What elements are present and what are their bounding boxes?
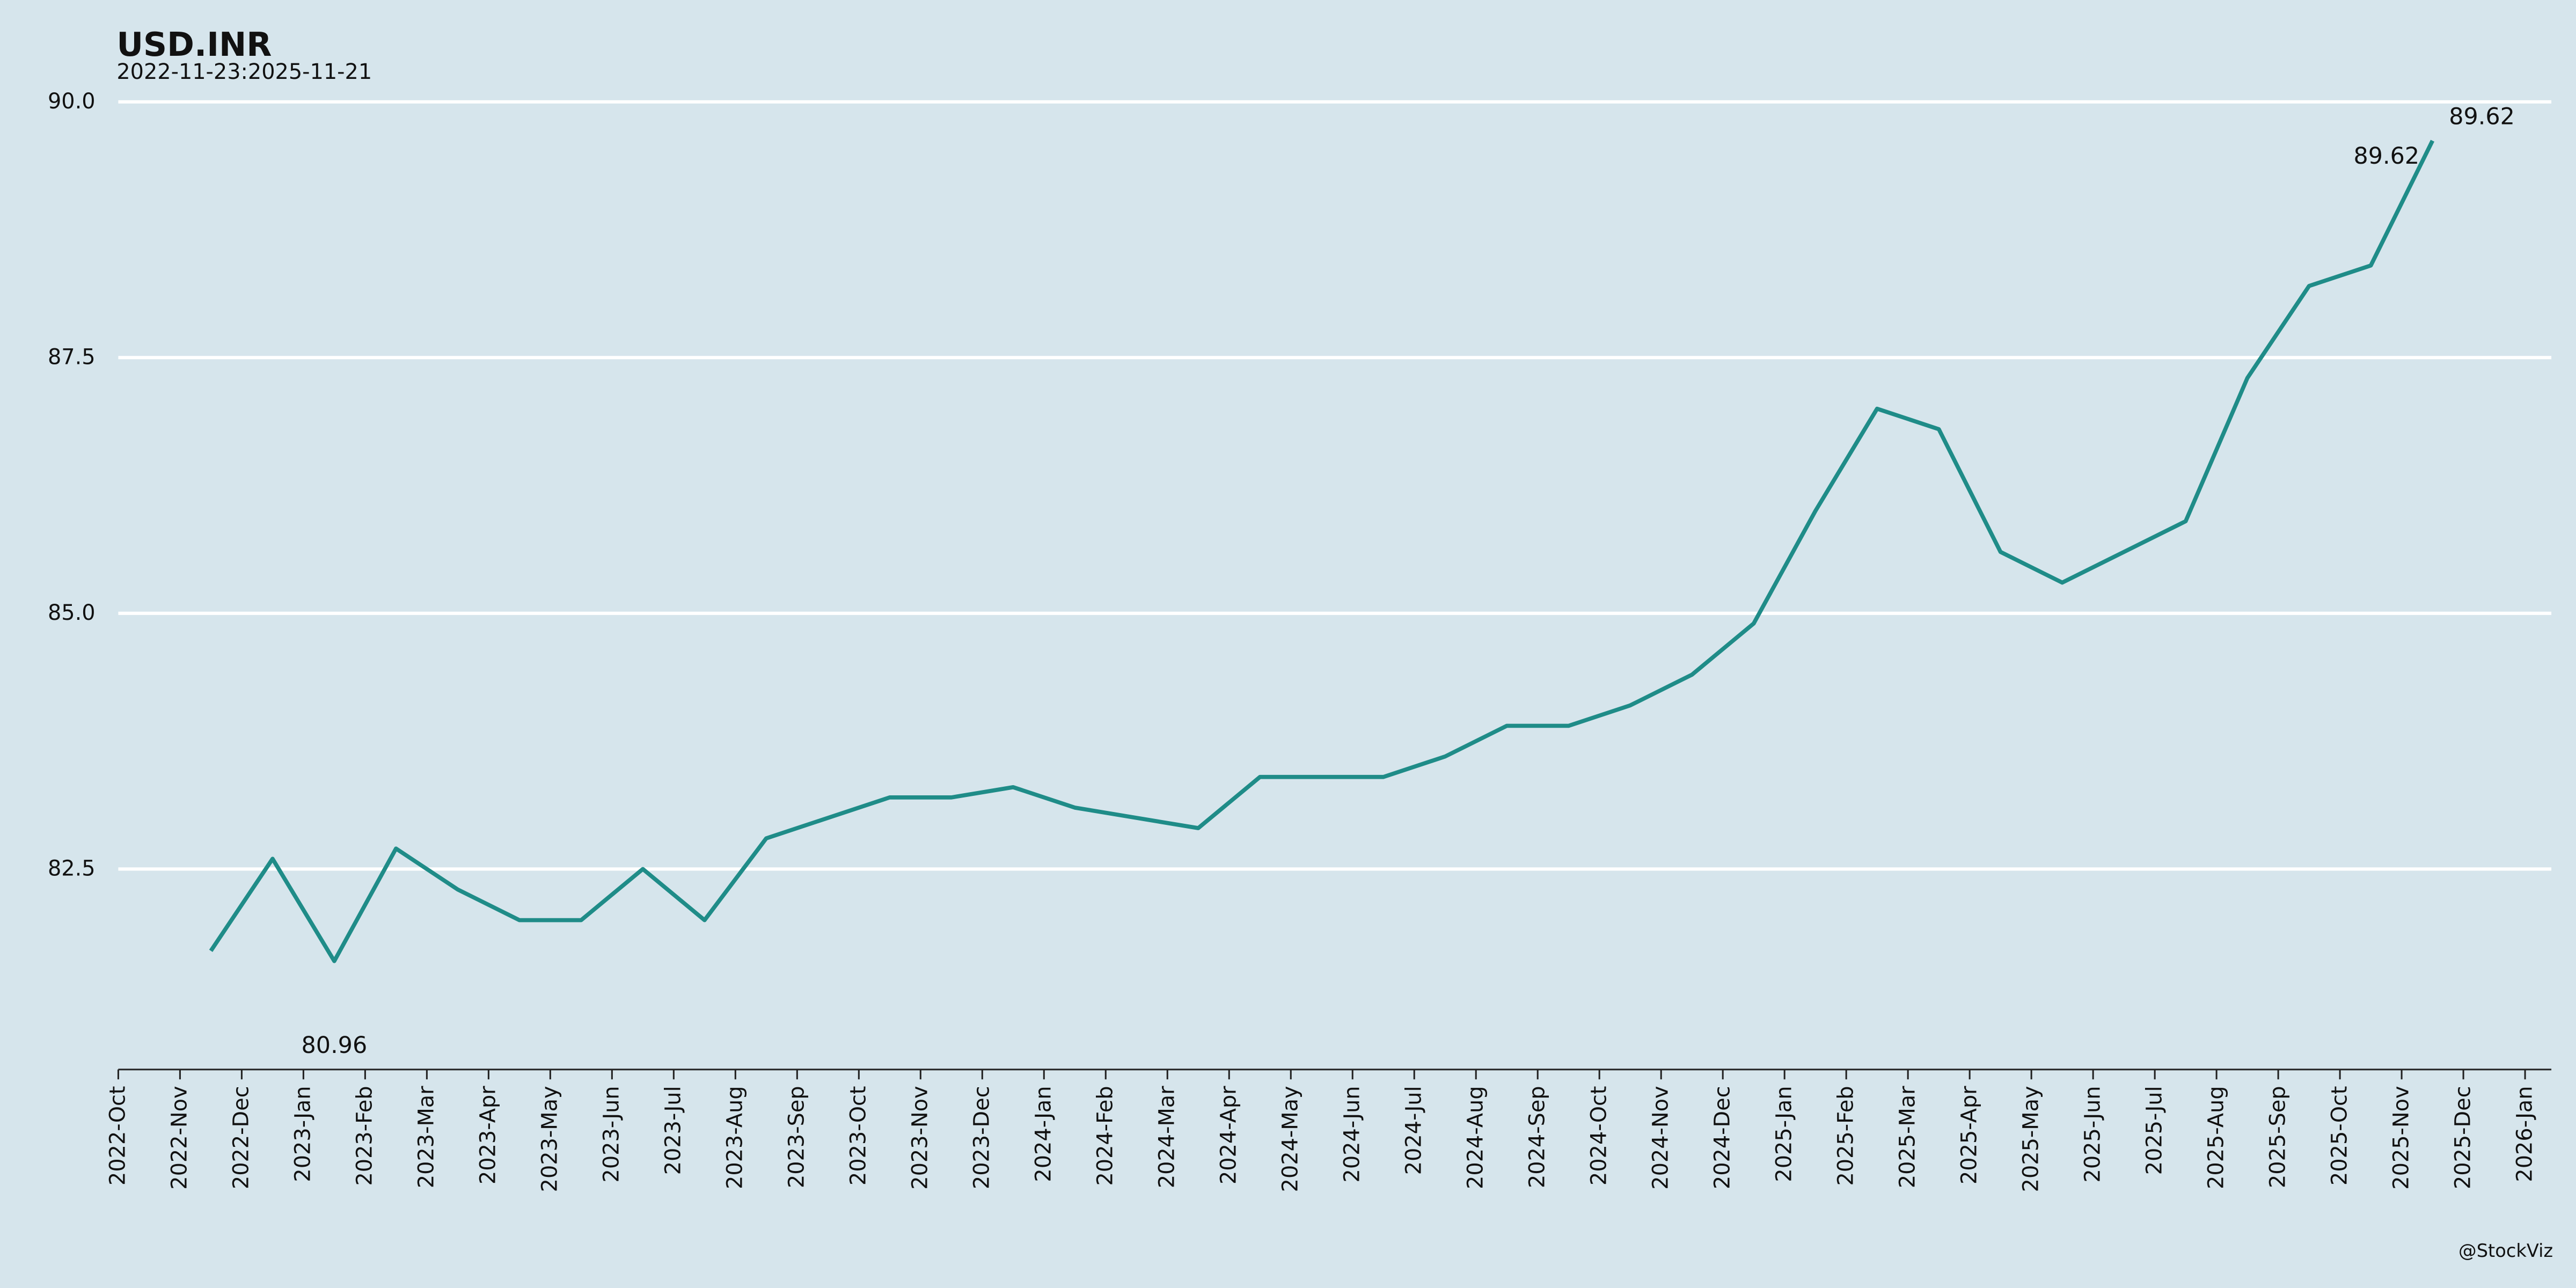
x-tick-label: 2023-Jan (291, 1086, 316, 1182)
x-tick-label: 2026-Jan (2512, 1086, 2537, 1182)
x-tick-label: 2024-Mar (1155, 1086, 1180, 1188)
x-tick-label: 2025-Jan (1772, 1086, 1796, 1182)
x-tick-label: 2024-Jan (1031, 1086, 1056, 1182)
x-tick-label: 2023-Sep (785, 1086, 809, 1188)
x-tick-label: 2023-Oct (846, 1086, 871, 1185)
annotation: 89.62 (2449, 104, 2515, 130)
y-tick-label: 82.5 (48, 857, 96, 881)
x-tick-label: 2023-Feb (353, 1086, 377, 1185)
x-tick-label: 2025-Aug (2204, 1086, 2228, 1189)
x-tick-label: 2025-Oct (2327, 1086, 2352, 1185)
x-tick-label: 2023-Jun (599, 1086, 624, 1182)
x-tick-label: 2025-May (2018, 1086, 2043, 1192)
x-tick-label: 2023-Apr (476, 1086, 501, 1184)
x-tick-label: 2024-Jun (1340, 1086, 1364, 1182)
series-line (209, 140, 2435, 963)
x-tick-label: 2023-Nov (908, 1086, 933, 1189)
annotation: 89.62 (2353, 143, 2419, 170)
x-tick-label: 2025-Nov (2389, 1086, 2413, 1189)
y-tick-label: 87.5 (48, 345, 96, 370)
credit: @StockViz (2458, 1240, 2553, 1261)
x-tick-label: 2022-Oct (106, 1086, 130, 1185)
x-tick-label: 2023-Mar (414, 1086, 439, 1188)
x-tick-label: 2024-Jul (1401, 1086, 1426, 1175)
chart-subtitle: 2022-11-23:2025-11-21 (116, 60, 372, 84)
x-tick-label: 2023-Aug (723, 1086, 748, 1189)
x-tick-label: 2024-Dec (1710, 1086, 1735, 1189)
x-tick-label: 2024-Sep (1525, 1086, 1549, 1188)
x-tick-label: 2025-Jun (2080, 1086, 2105, 1182)
x-tick-label: 2025-Mar (1895, 1086, 1920, 1188)
chart-title: USD.INR (116, 26, 272, 64)
x-tick-label: 2022-Nov (167, 1086, 192, 1189)
x-tick-label: 2024-Feb (1093, 1086, 1118, 1185)
x-tick-label: 2023-Dec (970, 1086, 994, 1189)
x-tick-label: 2025-Sep (2265, 1086, 2290, 1188)
x-tick-label: 2024-May (1278, 1086, 1303, 1192)
x-tick-label: 2024-Aug (1463, 1086, 1488, 1189)
x-tick-label: 2024-Apr (1217, 1086, 1241, 1184)
x-tick-label: 2024-Nov (1648, 1086, 1673, 1189)
x-tick-label: 2023-May (538, 1086, 562, 1192)
y-tick-label: 85.0 (48, 601, 96, 625)
x-tick-label: 2022-Dec (229, 1086, 254, 1189)
y-tick-label: 90.0 (48, 89, 96, 114)
x-tick-label: 2024-Oct (1586, 1086, 1611, 1185)
x-tick-label: 2025-Feb (1833, 1086, 1858, 1185)
annotation: 80.96 (302, 1032, 368, 1059)
x-tick-label: 2025-Dec (2450, 1086, 2475, 1189)
x-tick-label: 2025-Apr (1957, 1086, 1981, 1184)
x-tick-label: 2025-Jul (2142, 1086, 2167, 1175)
x-tick-label: 2023-Jul (661, 1086, 686, 1175)
